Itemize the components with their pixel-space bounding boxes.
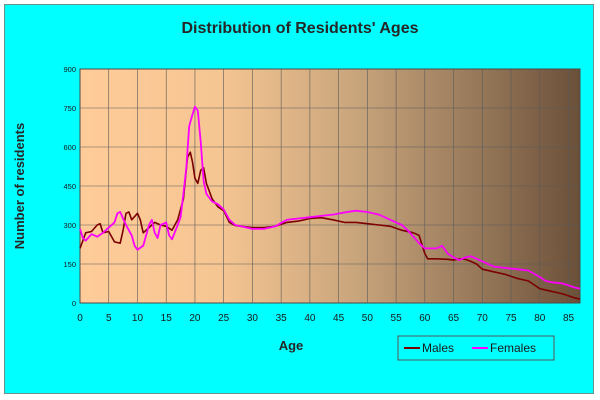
legend: Males Females <box>397 335 555 361</box>
axes: 0 5 10 15 20 25 30 35 40 45 50 55 60 65 70 75 80 85 0 150 30… <box>63 65 574 324</box>
x-tick-label: 45 <box>333 313 345 324</box>
x-tick-label: 35 <box>276 313 288 324</box>
x-tick-label: 25 <box>218 313 230 324</box>
series-line-females <box>79 105 581 290</box>
x-tick-label: 10 <box>132 313 144 324</box>
y-tick-label: 450 <box>63 182 76 191</box>
x-tick-label: 85 <box>563 313 575 324</box>
series-lines <box>79 105 581 300</box>
x-tick-label: 50 <box>362 313 374 324</box>
legend-label-females: Females <box>490 341 536 355</box>
x-tick-label: 0 <box>77 313 83 324</box>
y-tick-label: 600 <box>63 143 76 152</box>
x-axis-label: Age <box>279 338 304 353</box>
x-tick-label: 30 <box>247 313 259 324</box>
legend-box <box>397 335 555 361</box>
x-tick-label: 75 <box>505 313 517 324</box>
x-tick-label: 65 <box>448 313 460 324</box>
x-tick-label: 40 <box>304 313 316 324</box>
x-tick-label: 70 <box>477 313 489 324</box>
x-tick-label: 80 <box>534 313 546 324</box>
chart-title: Distribution of Residents' Ages <box>181 20 418 37</box>
y-tick-label: 0 <box>72 299 76 308</box>
y-tick-label: 750 <box>63 104 76 113</box>
x-tick-label: 20 <box>189 313 201 324</box>
y-axis-label: Number of residents <box>12 123 27 249</box>
y-tick-label: 300 <box>63 221 76 230</box>
grid-lines <box>80 69 580 303</box>
x-tick-label: 5 <box>106 313 112 324</box>
x-tick-label: 15 <box>161 313 173 324</box>
x-tick-label: 55 <box>391 313 403 324</box>
legend-label-males: Males <box>422 341 454 355</box>
x-tick-label: 60 <box>419 313 431 324</box>
y-tick-label: 150 <box>63 260 76 269</box>
y-tick-label: 900 <box>63 65 76 74</box>
